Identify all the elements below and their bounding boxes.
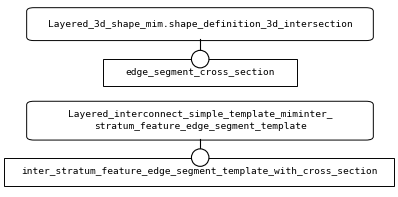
- Text: edge_segment_cross_section: edge_segment_cross_section: [125, 68, 275, 77]
- Text: Layered_interconnect_simple_template_miminter_
stratum_feature_edge_segment_temp: Layered_interconnect_simple_template_mim…: [68, 110, 332, 131]
- FancyBboxPatch shape: [103, 59, 297, 86]
- Ellipse shape: [191, 149, 209, 166]
- Text: inter_stratum_feature_edge_segment_template_with_cross_section: inter_stratum_feature_edge_segment_templ…: [21, 167, 377, 176]
- FancyBboxPatch shape: [4, 158, 394, 186]
- FancyBboxPatch shape: [27, 8, 373, 41]
- FancyBboxPatch shape: [30, 102, 370, 139]
- Ellipse shape: [191, 50, 209, 68]
- FancyBboxPatch shape: [30, 9, 370, 39]
- FancyBboxPatch shape: [27, 101, 373, 140]
- Text: Layered_3d_shape_mim.shape_definition_3d_intersection: Layered_3d_shape_mim.shape_definition_3d…: [48, 20, 352, 29]
